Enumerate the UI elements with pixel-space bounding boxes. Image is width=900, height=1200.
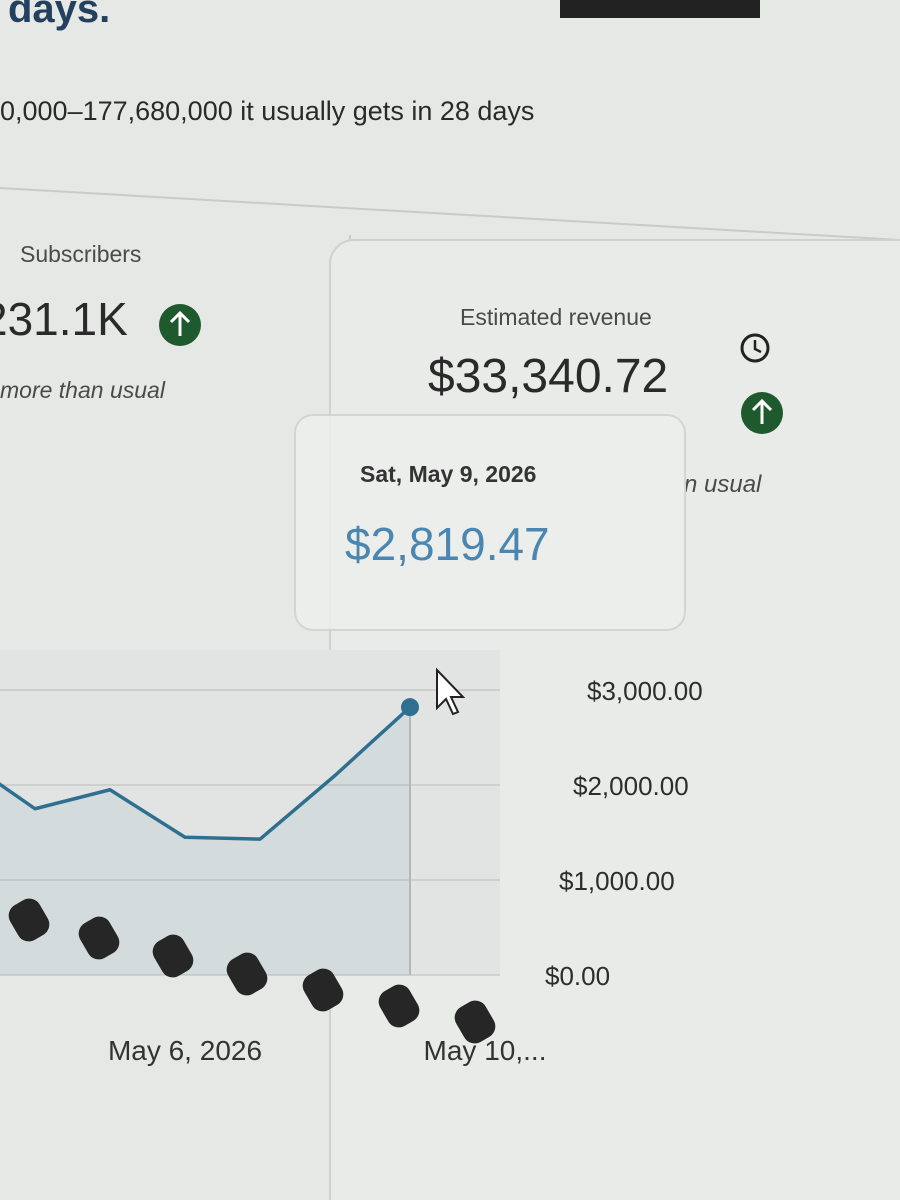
shorts-icon xyxy=(302,968,344,1012)
line-area xyxy=(0,707,410,975)
tooltip-box xyxy=(294,414,686,631)
subtitle: 0,000–177,680,000 it usually gets in 28 … xyxy=(0,96,534,126)
card-note: more than usual xyxy=(0,377,166,403)
card-label[interactable]: Estimated revenue xyxy=(460,304,652,330)
card-value[interactable]: $33,340.72 xyxy=(428,350,668,403)
shorts-icon xyxy=(226,952,268,996)
shorts-icons xyxy=(8,898,496,1044)
y-tick-label: $1,000.00 xyxy=(559,866,675,896)
card-label[interactable]: Subscribers xyxy=(20,241,141,267)
shorts-icon xyxy=(454,1000,496,1044)
x-tick-label: May 6, 2026 xyxy=(108,1035,262,1066)
page-title: days. xyxy=(8,0,110,31)
y-tick-label: $0.00 xyxy=(545,961,610,991)
tooltip-value: $2,819.47 xyxy=(345,518,550,570)
shorts-icon xyxy=(8,898,50,942)
mouse-cursor xyxy=(436,667,466,716)
point xyxy=(401,698,419,717)
card-note: n usual xyxy=(684,471,762,498)
chart: $0.00 $1,000.00 $2,000.00 $3,000.00 May 6, 2… xyxy=(0,650,703,1066)
x-tick-label: May 10,... xyxy=(424,1035,547,1066)
up-arrow xyxy=(751,398,773,424)
shorts-icon xyxy=(378,984,420,1028)
cut-title-fragment xyxy=(560,0,760,18)
line xyxy=(0,705,412,841)
clock-icon[interactable] xyxy=(740,333,770,363)
shorts-icon xyxy=(152,934,194,978)
card-value[interactable]: 231.1K xyxy=(0,293,128,345)
tooltip-date: Sat, May 9, 2026 xyxy=(360,461,536,487)
divider xyxy=(0,187,900,241)
y-tick-label: $3,000.00 xyxy=(587,676,703,706)
tooltip: Sat, May 9, 2026 $2,819.47 xyxy=(294,414,686,631)
up-arrow xyxy=(169,310,191,336)
shorts-icon xyxy=(78,916,120,960)
clock-hands xyxy=(753,340,762,354)
y-tick-label: $2,000.00 xyxy=(573,771,689,801)
